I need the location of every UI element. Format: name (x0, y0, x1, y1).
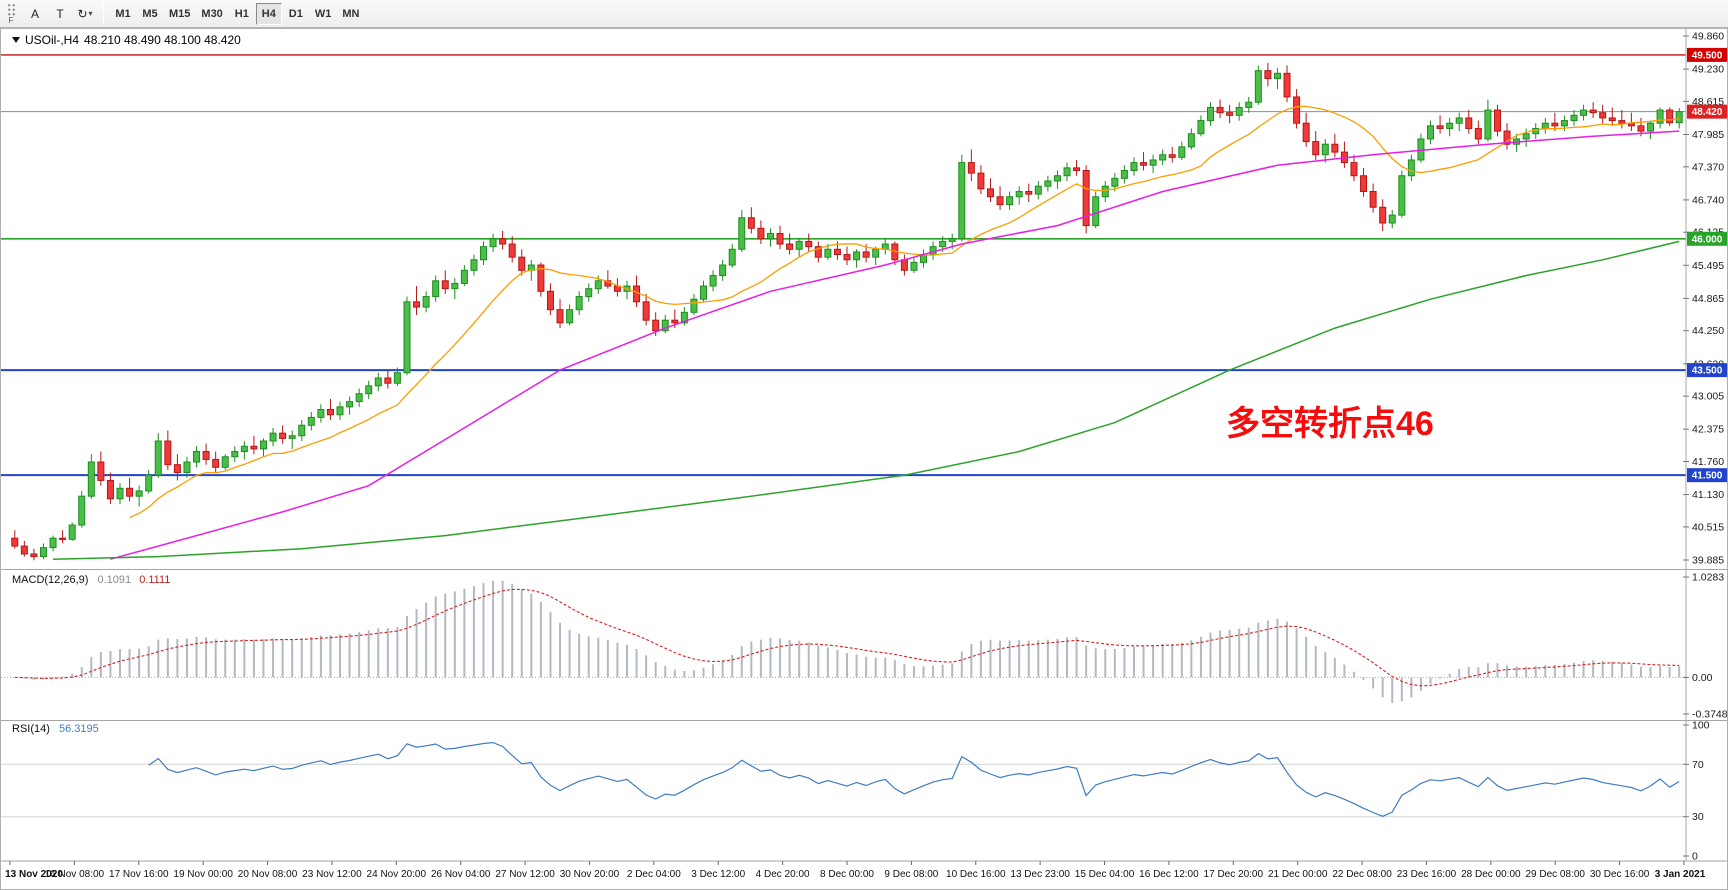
cycle-tool-button[interactable]: ↻ ▾ (73, 3, 97, 25)
macd-histogram (23, 580, 1681, 704)
svg-text:9 Dec 08:00: 9 Dec 08:00 (884, 869, 938, 880)
grip-dots-icon (6, 2, 16, 16)
svg-text:26 Nov 04:00: 26 Nov 04:00 (431, 869, 491, 880)
ma-slow-line (52, 240, 1680, 560)
svg-text:2 Dec 04:00: 2 Dec 04:00 (627, 869, 681, 880)
svg-text:23 Dec 16:00: 23 Dec 16:00 (1397, 869, 1457, 880)
svg-text:48.420: 48.420 (1692, 107, 1723, 118)
svg-text:10 Dec 16:00: 10 Dec 16:00 (946, 869, 1006, 880)
svg-text:46.740: 46.740 (1692, 194, 1724, 206)
svg-text:16 Dec 12:00: 16 Dec 12:00 (1139, 869, 1199, 880)
macd-value-signal: 0.1111 (139, 574, 171, 586)
svg-text:42.375: 42.375 (1692, 424, 1724, 436)
macd-name: MACD(12,26,9) (12, 574, 89, 586)
chart-annotation: 多空转折点46 (1226, 405, 1434, 443)
svg-text:41.130: 41.130 (1692, 489, 1724, 501)
svg-text:24 Nov 20:00: 24 Nov 20:00 (367, 869, 427, 880)
svg-text:49.230: 49.230 (1692, 64, 1724, 76)
svg-text:17 Nov 16:00: 17 Nov 16:00 (109, 869, 169, 880)
rsi-value: 56.3195 (58, 723, 99, 735)
ma-fast-line (129, 105, 1680, 519)
svg-text:16 Nov 08:00: 16 Nov 08:00 (45, 869, 105, 880)
svg-text:-0.3748: -0.3748 (1692, 709, 1728, 721)
ma-mid-line (110, 130, 1680, 560)
symbol-ohlc-label[interactable]: USOil-,H4 48.210 48.490 48.100 48.420 (12, 33, 241, 47)
timeframe-mn-button[interactable]: MN (342, 7, 360, 20)
timeframe-m30-button[interactable]: M30 (201, 7, 223, 20)
svg-text:44.865: 44.865 (1692, 293, 1724, 305)
macd-label: MACD(12,26,9) 0.1091 0.1111 (12, 574, 170, 586)
toolbar-grip[interactable]: F (3, 1, 19, 27)
svg-text:21 Dec 00:00: 21 Dec 00:00 (1268, 869, 1328, 880)
svg-text:41.760: 41.760 (1692, 456, 1724, 468)
svg-text:8 Dec 00:00: 8 Dec 00:00 (820, 869, 874, 880)
rsi-line (148, 741, 1680, 817)
svg-text:47.370: 47.370 (1692, 161, 1724, 173)
symbol-name: USOil-,H4 (25, 33, 80, 47)
svg-text:46.000: 46.000 (1692, 234, 1723, 245)
svg-text:28 Dec 00:00: 28 Dec 00:00 (1461, 869, 1521, 880)
grip-label: F (8, 15, 14, 25)
svg-text:47.985: 47.985 (1692, 129, 1724, 141)
timeframe-w1-button[interactable]: W1 (314, 7, 332, 20)
rsi-name: RSI(14) (12, 723, 50, 735)
text-tool-button[interactable]: T (56, 6, 64, 21)
svg-text:3 Dec 12:00: 3 Dec 12:00 (691, 869, 745, 880)
svg-text:0.00: 0.00 (1692, 672, 1713, 684)
svg-text:13 Nov 2020: 13 Nov 2020 (5, 869, 63, 880)
svg-text:20 Nov 08:00: 20 Nov 08:00 (238, 869, 298, 880)
svg-text:27 Nov 12:00: 27 Nov 12:00 (495, 869, 555, 880)
svg-text:43.500: 43.500 (1692, 366, 1723, 377)
oneclick-arrow-icon[interactable] (12, 37, 20, 43)
svg-text:39.885: 39.885 (1692, 555, 1724, 567)
svg-text:15 Dec 04:00: 15 Dec 04:00 (1075, 869, 1135, 880)
svg-text:13 Dec 23:00: 13 Dec 23:00 (1010, 869, 1070, 880)
svg-text:19 Nov 00:00: 19 Nov 00:00 (173, 869, 233, 880)
timeframe-bar: M1 M5 M15 M30 H1 H4 D1 W1 MN (110, 2, 364, 25)
macd-signal-line (14, 588, 1680, 687)
svg-text:49.500: 49.500 (1692, 50, 1723, 61)
timeframe-m5-button[interactable]: M5 (142, 7, 158, 20)
svg-text:41.500: 41.500 (1692, 471, 1723, 482)
chart-toolbar: F A T ↻ ▾ M1 M5 M15 M30 H1 H4 D1 W1 MN (0, 0, 1728, 28)
timeframe-h1-button[interactable]: H1 (234, 7, 249, 20)
timeframe-m15-button[interactable]: M15 (169, 7, 191, 20)
timeframe-d1-button[interactable]: D1 (288, 7, 303, 20)
svg-text:49.860: 49.860 (1692, 31, 1724, 43)
chart-canvas[interactable]: 49.86049.23048.61547.98547.37046.74046.1… (0, 28, 1728, 890)
svg-text:30: 30 (1692, 811, 1704, 823)
ohlc-values: 48.210 48.490 48.100 48.420 (84, 33, 241, 47)
macd-value-main: 0.1091 (97, 574, 132, 586)
svg-text:30 Nov 20:00: 30 Nov 20:00 (560, 869, 620, 880)
svg-text:23 Nov 12:00: 23 Nov 12:00 (302, 869, 362, 880)
svg-text:40.515: 40.515 (1692, 521, 1724, 533)
timeframe-m1-button[interactable]: M1 (115, 7, 131, 20)
svg-text:4 Dec 20:00: 4 Dec 20:00 (756, 869, 810, 880)
svg-text:45.495: 45.495 (1692, 260, 1724, 272)
annotation-tool-button[interactable]: A (30, 6, 39, 21)
svg-text:0: 0 (1692, 851, 1698, 863)
svg-text:3 Jan 2021: 3 Jan 2021 (1655, 869, 1706, 880)
price-lines (1, 54, 1686, 477)
svg-text:100: 100 (1692, 720, 1710, 732)
cycle-icon: ↻ (77, 6, 88, 21)
svg-text:30 Dec 16:00: 30 Dec 16:00 (1590, 869, 1650, 880)
svg-text:44.250: 44.250 (1692, 325, 1724, 337)
svg-text:22 Dec 08:00: 22 Dec 08:00 (1332, 869, 1392, 880)
toolbar-separator (103, 3, 104, 24)
svg-text:29 Dec 08:00: 29 Dec 08:00 (1525, 869, 1585, 880)
svg-text:43.005: 43.005 (1692, 391, 1724, 403)
rsi-label: RSI(14) 56.3195 (12, 723, 99, 735)
timeframe-h4-button[interactable]: H4 (255, 2, 282, 25)
candles-layer[interactable] (11, 62, 1683, 561)
svg-text:17 Dec 20:00: 17 Dec 20:00 (1204, 869, 1264, 880)
svg-text:1.0283: 1.0283 (1692, 572, 1724, 584)
caret-down-icon: ▾ (88, 9, 93, 18)
svg-text:70: 70 (1692, 759, 1704, 771)
